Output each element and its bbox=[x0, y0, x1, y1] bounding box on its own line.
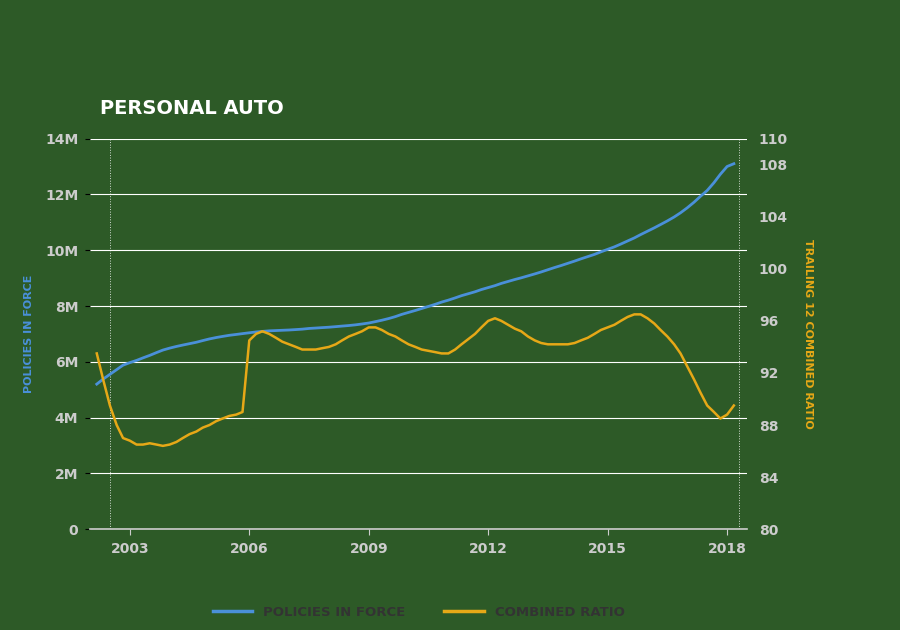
Y-axis label: TRAILING 12 COMBINED RATIO: TRAILING 12 COMBINED RATIO bbox=[803, 239, 813, 429]
Legend: POLICIES IN FORCE, COMBINED RATIO: POLICIES IN FORCE, COMBINED RATIO bbox=[207, 600, 630, 624]
Text: PERSONAL AUTO: PERSONAL AUTO bbox=[100, 99, 284, 118]
Y-axis label: POLICIES IN FORCE: POLICIES IN FORCE bbox=[23, 275, 34, 393]
